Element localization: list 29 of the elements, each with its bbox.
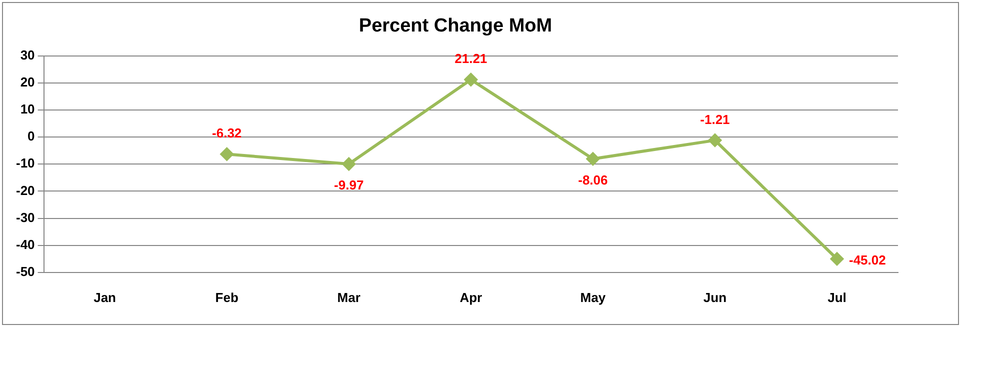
point	[830, 252, 844, 266]
x-tick-label: May	[580, 290, 606, 305]
y-tick-label: 10	[20, 102, 35, 117]
point	[220, 148, 234, 161]
data-label: -1.21	[700, 112, 730, 127]
y-tick-label: -20	[16, 182, 35, 198]
y-tick-label: 20	[20, 74, 35, 90]
x-tick-label: Apr	[460, 290, 482, 305]
data-label: 21.21	[454, 51, 488, 66]
y-tick-label: -30	[16, 210, 35, 225]
x-tick-label: Feb	[215, 290, 238, 305]
point	[464, 73, 478, 86]
data-label: -9.97	[334, 178, 364, 193]
y-tick-label: -50	[16, 264, 35, 279]
y-tick-label: -10	[16, 156, 35, 171]
y-tick-label: 0	[28, 128, 35, 144]
point	[586, 152, 600, 166]
x-tick-label: Jun	[703, 290, 727, 305]
chart-title: Percent Change MoM	[358, 16, 552, 37]
x-tick-label: Jan	[94, 290, 116, 305]
data-label: -8.06	[578, 172, 608, 188]
data-label: -45.02	[848, 252, 886, 268]
x-tick-label: Mar	[337, 290, 360, 305]
y-tick-label: -40	[16, 236, 35, 252]
point	[708, 134, 722, 147]
y-tick-label: 30	[20, 47, 35, 62]
x-tick-label: Jul	[828, 290, 846, 305]
data-label: -6.32	[212, 126, 242, 141]
point	[342, 158, 356, 171]
